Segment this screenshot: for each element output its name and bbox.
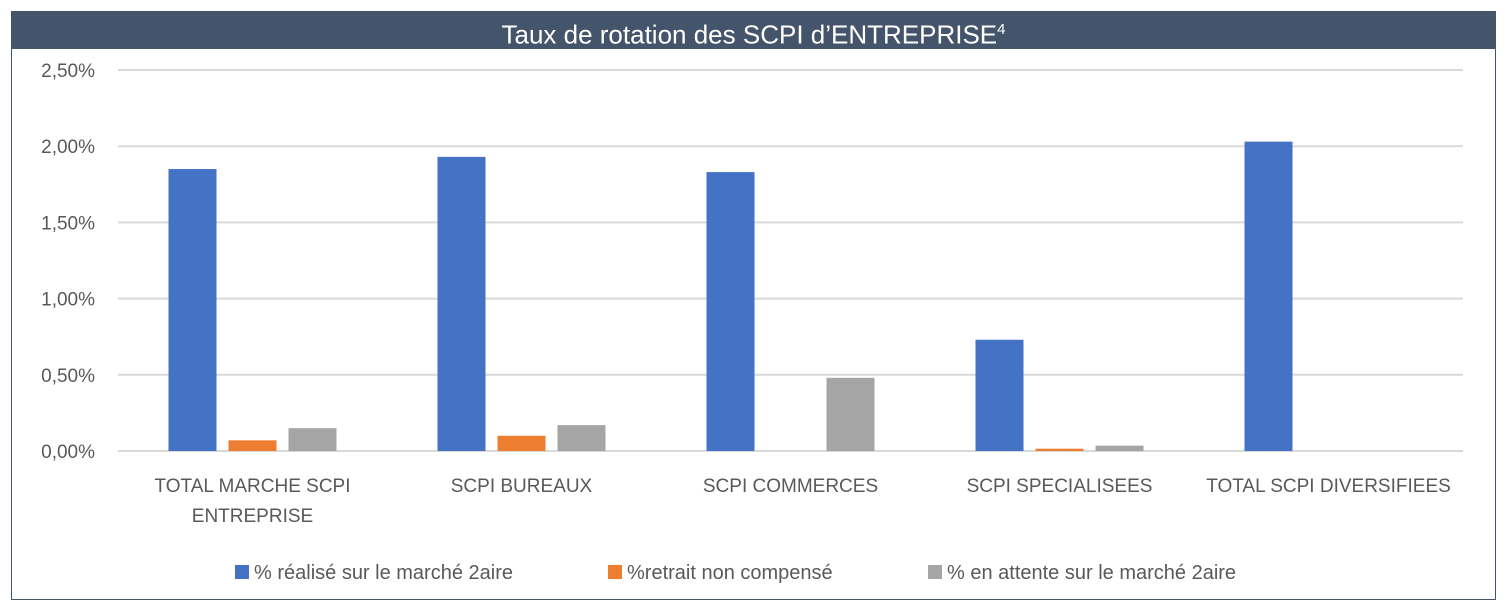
- chart-title: Taux de rotation des SCPI d’ENTREPRISE: [501, 19, 998, 50]
- y-tick-label: 2,50%: [41, 61, 95, 82]
- bar: [1244, 141, 1293, 452]
- x-category-label: TOTAL SCPI DIVERSIFIEES: [1206, 476, 1451, 497]
- legend: % réalisé sur le marché 2aire %retrait no…: [235, 562, 1236, 584]
- y-tick-label: 2,00%: [41, 137, 95, 158]
- bar: [975, 339, 1024, 451]
- y-tick-label: 0,00%: [41, 442, 95, 463]
- y-tick-label: 0,50%: [41, 366, 95, 387]
- chart-title-bar: Taux de rotation des SCPI d’ENTREPRISE4: [11, 11, 1496, 50]
- y-tick-label: 1,50%: [41, 213, 95, 234]
- x-category-label: SCPI BUREAUX: [451, 476, 593, 497]
- x-axis-categories: TOTAL MARCHE SCPI ENTREPRISE SCPI BUREAUX S…: [154, 476, 1450, 527]
- legend-label: %retrait non compensé: [627, 562, 833, 584]
- bar: [706, 172, 755, 451]
- legend-label: % en attente sur le marché 2aire: [947, 562, 1236, 584]
- y-axis-ticks: 0,00% 0,50% 1,00% 1,50% 2,00% 2,50%: [41, 61, 95, 463]
- legend-swatch: [608, 565, 622, 579]
- x-category-label: ENTREPRISE: [192, 506, 313, 527]
- chart-title-superscript: 4: [997, 21, 1006, 38]
- x-category-label: SCPI COMMERCES: [703, 476, 878, 497]
- y-tick-label: 1,00%: [41, 290, 95, 311]
- bar: [1035, 448, 1084, 451]
- bars: [168, 141, 1293, 452]
- bar: [168, 169, 217, 451]
- bar: [228, 440, 277, 451]
- legend-swatch: [235, 565, 249, 579]
- bar: [437, 156, 486, 452]
- bar: [826, 377, 875, 451]
- x-category-label: SCPI SPECIALISEES: [967, 476, 1153, 497]
- legend-label: % réalisé sur le marché 2aire: [254, 562, 513, 584]
- bar: [557, 425, 606, 451]
- bar: [1095, 445, 1144, 451]
- gridlines: [118, 69, 1463, 452]
- bar: [288, 428, 337, 451]
- bar: [497, 435, 546, 451]
- legend-swatch: [928, 565, 942, 579]
- x-category-label: TOTAL MARCHE SCPI: [154, 476, 350, 497]
